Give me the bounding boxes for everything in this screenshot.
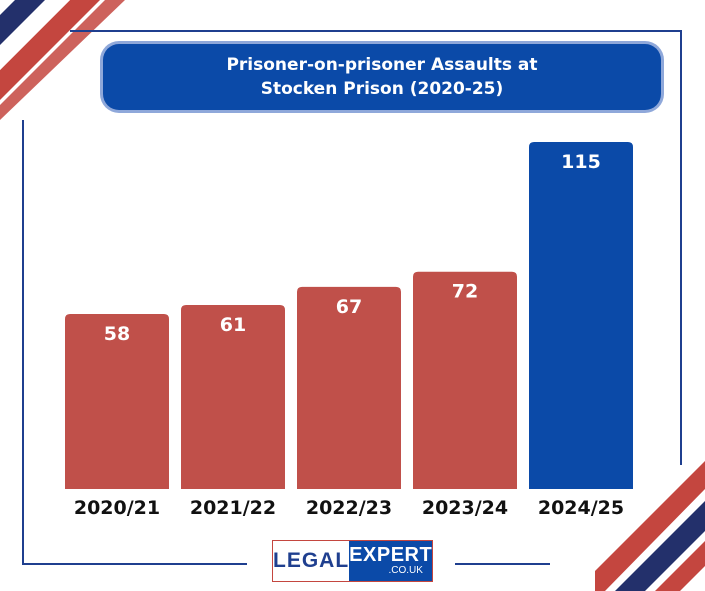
data-label-2024-25: 115 — [561, 151, 601, 173]
frame-line-bottom-left — [22, 563, 247, 565]
x-tick-label-2024-25: 2024/25 — [538, 497, 624, 519]
logo-word-expert: EXPERT — [349, 544, 433, 566]
bar-2020-21 — [65, 313, 169, 489]
x-tick-label-2020-21: 2020/21 — [74, 497, 160, 519]
frame-line-left — [22, 120, 24, 565]
data-label-2022-23: 67 — [336, 296, 362, 318]
bar-2023-24 — [413, 271, 517, 489]
x-tick-label-2023-24: 2023/24 — [422, 497, 508, 519]
frame-line-top — [70, 30, 682, 32]
data-label-2021-22: 61 — [220, 314, 246, 336]
logo-word-legal: LEGAL — [273, 541, 350, 581]
chart-title-line-1: Prisoner-on-prisoner Assaults at — [226, 55, 538, 75]
corner-stripes-bottom-right — [595, 461, 705, 591]
data-label-2020-21: 58 — [104, 323, 130, 345]
brand-logo: LEGAL EXPERT .CO.UK — [272, 540, 433, 582]
x-tick-label-2021-22: 2021/22 — [190, 497, 276, 519]
logo-word-expert-block: EXPERT .CO.UK — [349, 541, 433, 581]
bar-2022-23 — [297, 286, 401, 489]
data-label-2023-24: 72 — [452, 281, 478, 303]
chart-title: Prisoner-on-prisoner Assaults at Stocken… — [103, 44, 661, 110]
frame-line-bottom-right — [455, 563, 550, 565]
logo-domain: .CO.UK — [388, 565, 423, 576]
x-tick-label-2022-23: 2022/23 — [306, 497, 392, 519]
frame-line-right — [680, 30, 682, 465]
bar-2024-25 — [529, 142, 633, 489]
bar-2021-22 — [181, 304, 285, 489]
chart-title-line-2: Stocken Prison (2020-25) — [260, 79, 504, 99]
